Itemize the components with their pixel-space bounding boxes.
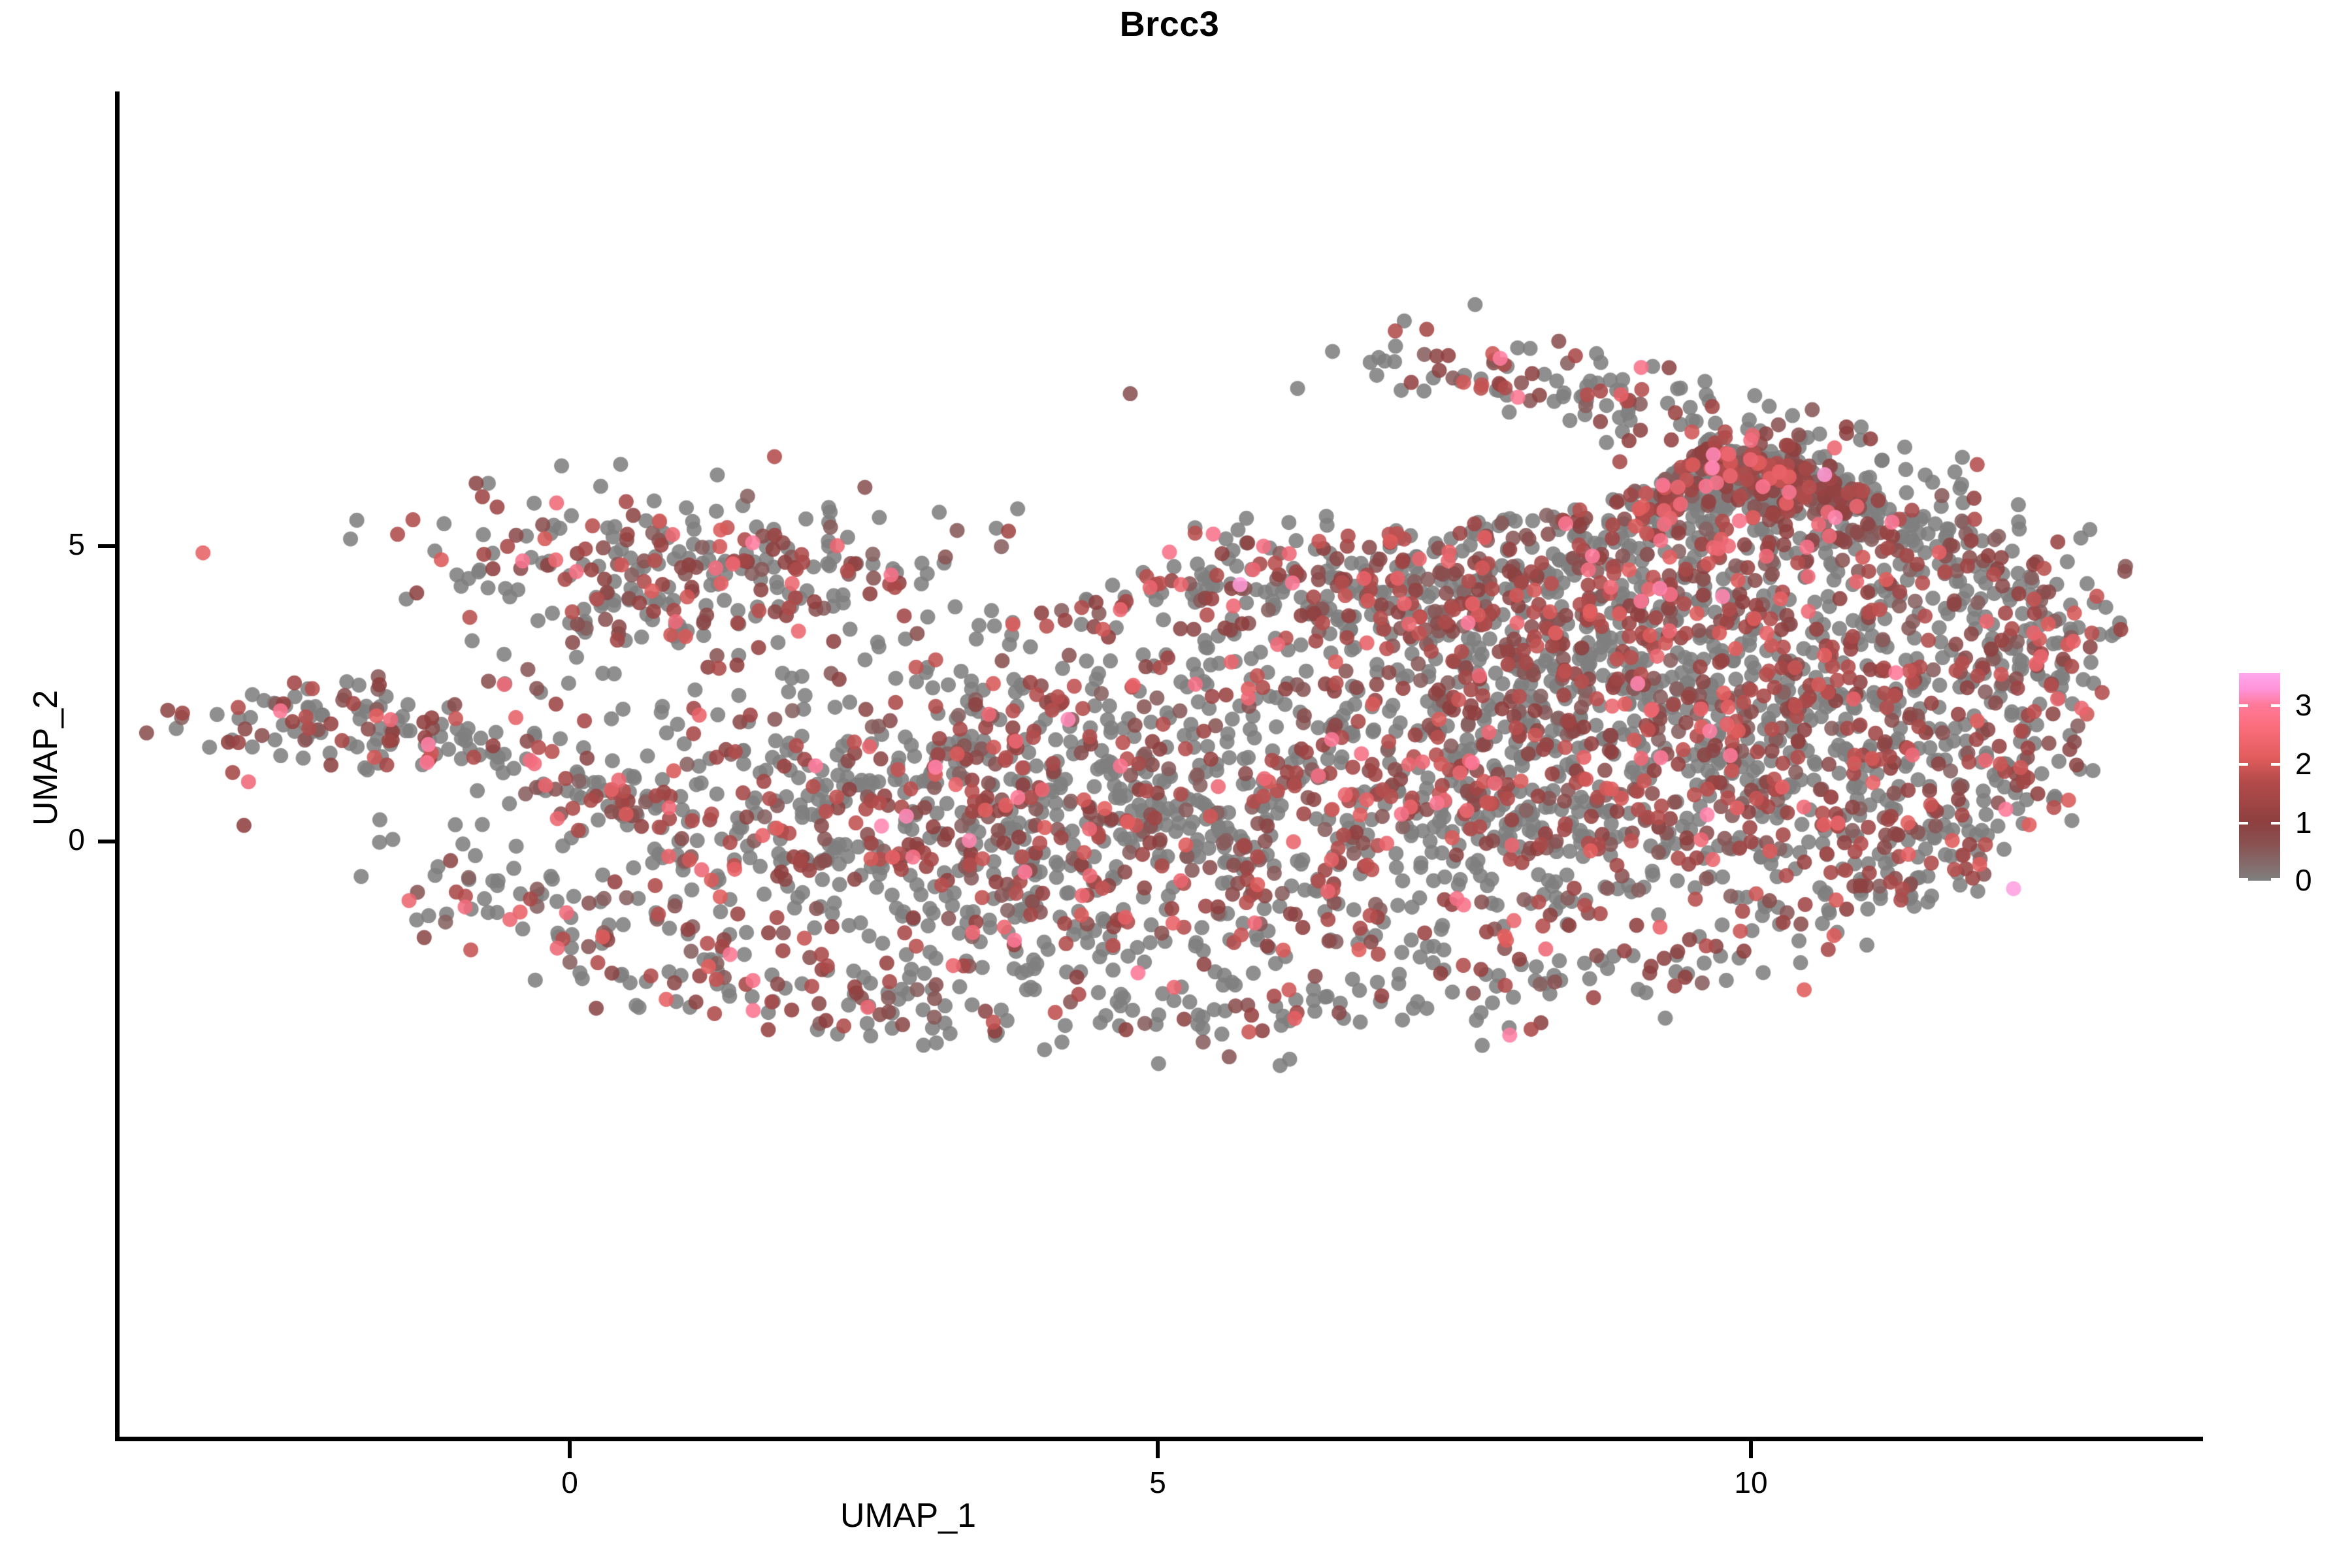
x-axis-title: UMAP_1 [840, 1497, 977, 1535]
x-axis-line [115, 1437, 2203, 1441]
colorbar-tick-1-right [2271, 822, 2280, 825]
x-tick-mark-10 [1749, 1441, 1753, 1458]
x-tick-mark-0 [568, 1441, 572, 1458]
colorbar-tick-2-left [2239, 763, 2248, 766]
colorbar-tick-2-right [2271, 763, 2280, 766]
y-tick-mark-0 [98, 544, 115, 548]
colorbar-label-1: 1 [2295, 806, 2312, 840]
y-tick-label-0: 0 [68, 823, 85, 857]
colorbar-tick-3-right [2271, 704, 2280, 707]
x-tick-label-0: 0 [561, 1465, 578, 1499]
y-tick-mark-5 [98, 840, 115, 843]
colorbar-tick-3-left [2239, 704, 2248, 707]
y-axis-line [115, 91, 120, 1441]
x-tick-mark-5 [1156, 1441, 1160, 1458]
y-axis-title: UMAP_2 [27, 689, 65, 826]
colorbar-label-2: 2 [2295, 747, 2312, 781]
colorbar-tick-0-left [2239, 878, 2248, 881]
x-tick-label-5: 5 [1149, 1465, 1166, 1499]
colorbar-label-3: 3 [2295, 688, 2312, 722]
x-tick-label-10: 10 [1734, 1465, 1768, 1499]
colorbar-tick-1-left [2239, 822, 2248, 825]
colorbar-gradient [2239, 673, 2280, 881]
colorbar-tick-0-right [2271, 878, 2280, 881]
colorbar-label-0: 0 [2295, 863, 2312, 897]
colorbar-legend: 3 2 1 0 [2239, 673, 2350, 897]
y-tick-label-5: 5 [68, 527, 85, 561]
